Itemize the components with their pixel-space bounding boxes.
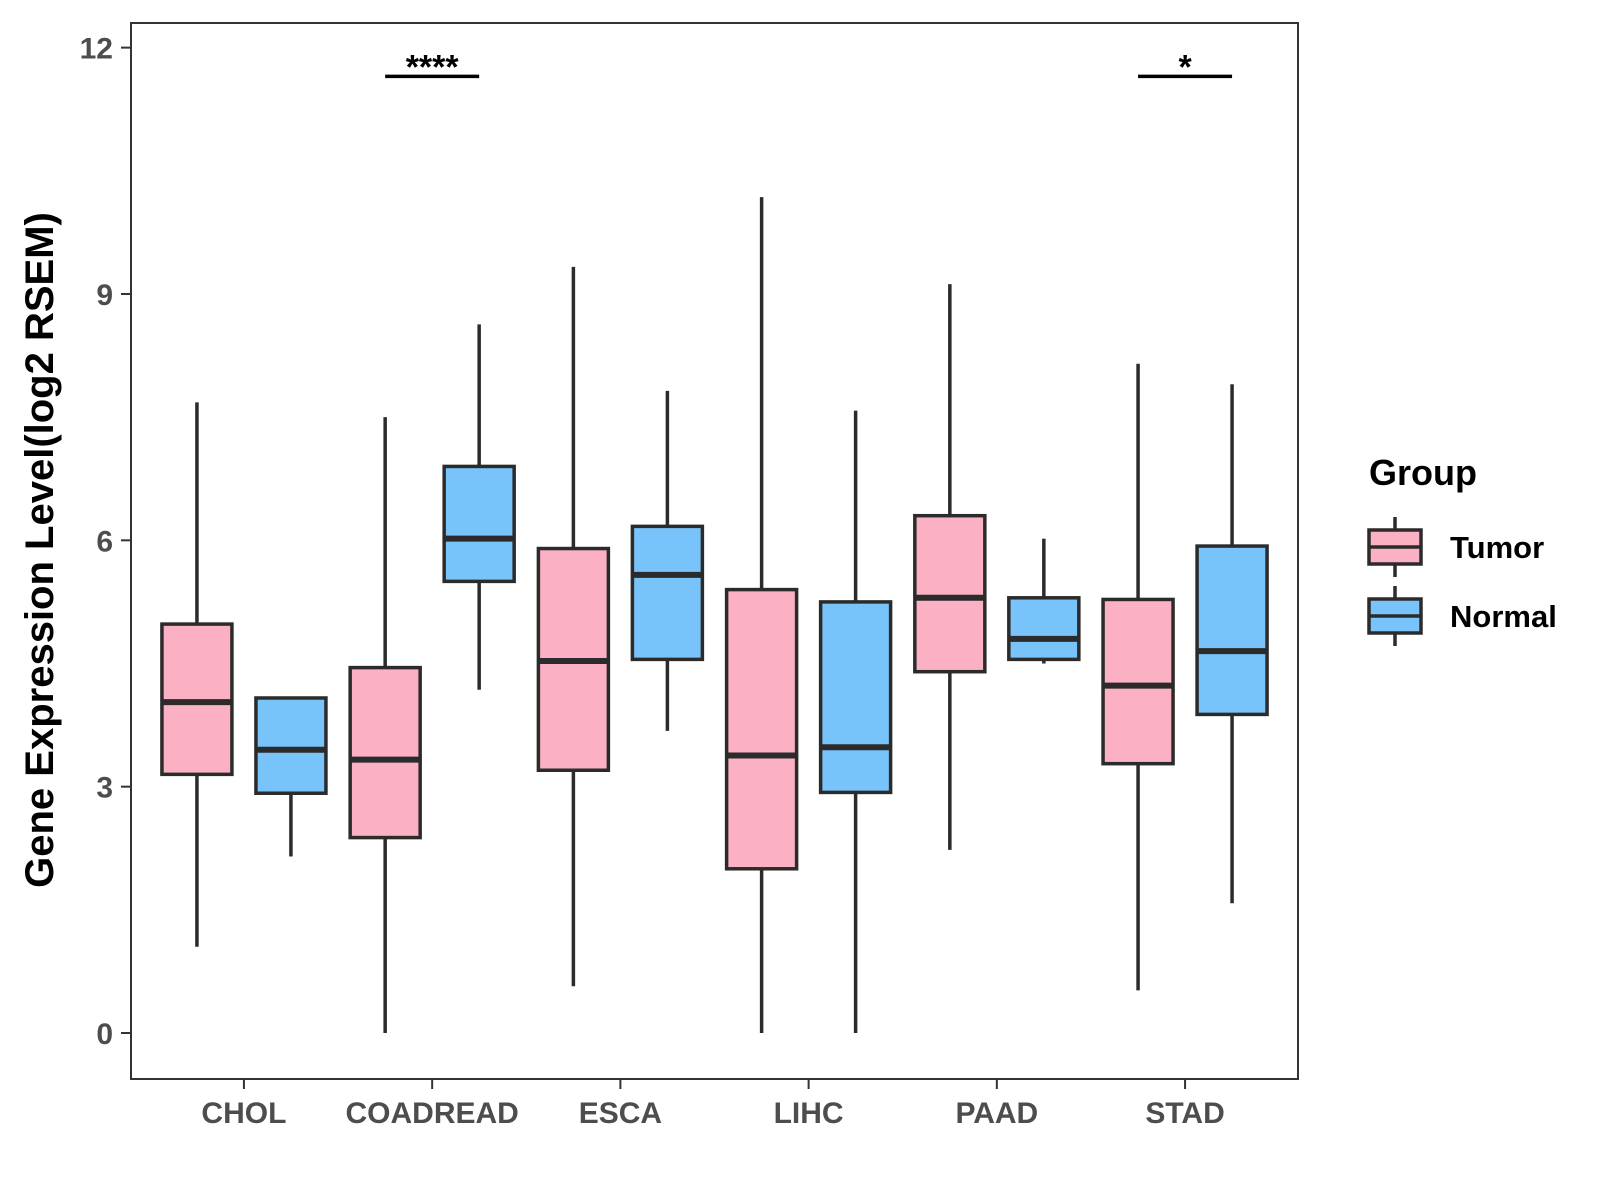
significance-annotations: **** *: [385, 48, 1233, 86]
y-tick-label: 3: [96, 772, 113, 805]
box-tumor-lihc: [724, 197, 799, 1034]
significance-label: ****: [406, 48, 460, 86]
x-tick-label: CHOL: [201, 1097, 286, 1130]
boxplot-series: [160, 197, 1269, 1034]
box-normal-paad: [1007, 538, 1081, 664]
legend-label: Normal: [1450, 599, 1557, 634]
box-iqr: [1195, 544, 1269, 717]
y-tick-label: 12: [80, 33, 113, 66]
x-tick-label: PAAD: [955, 1097, 1038, 1130]
x-axis: CHOL COADREAD ESCA LIHC PAAD STAD: [201, 1079, 1225, 1130]
x-tick-label: COADREAD: [345, 1097, 518, 1130]
box-iqr: [1101, 597, 1175, 766]
box-tumor-chol: [160, 402, 234, 947]
box-normal-esca: [630, 390, 705, 731]
box-iqr: [348, 665, 422, 840]
box-tumor-stad: [1101, 363, 1175, 991]
legend-entry-normal: Normal: [1367, 586, 1557, 646]
x-tick-label: ESCA: [579, 1097, 662, 1130]
box-tumor-coadread: [348, 417, 422, 1034]
significance-label: *: [1178, 48, 1192, 86]
legend-title: Group: [1369, 452, 1477, 493]
legend-entry-tumor: Tumor: [1367, 517, 1544, 577]
box-normal-stad: [1195, 384, 1269, 904]
y-tick-label: 9: [96, 279, 113, 312]
box-tumor-paad: [913, 284, 987, 850]
box-normal-coadread: [442, 324, 516, 690]
y-axis: 0 3 6 9 12: [80, 33, 131, 1051]
y-tick-label: 6: [96, 525, 113, 558]
box-iqr: [818, 600, 893, 795]
box-iqr: [1007, 596, 1081, 662]
box-iqr: [913, 513, 987, 674]
x-tick-label: STAD: [1145, 1097, 1224, 1130]
box-normal-lihc: [818, 410, 893, 1034]
legend-label: Tumor: [1450, 530, 1544, 565]
y-tick-label: 0: [96, 1018, 113, 1051]
box-tumor-esca: [536, 266, 611, 987]
x-tick-label: LIHC: [774, 1097, 844, 1130]
legend: Group Tumor Normal: [1367, 452, 1557, 646]
box-iqr: [254, 696, 328, 795]
y-axis-label: Gene Expression Level(log2 RSEM): [18, 212, 62, 888]
box-iqr: [442, 464, 516, 584]
plot-panel-border: [130, 22, 1299, 1080]
box-normal-chol: [254, 696, 328, 857]
box-iqr: [630, 524, 705, 662]
box-iqr: [724, 587, 799, 871]
